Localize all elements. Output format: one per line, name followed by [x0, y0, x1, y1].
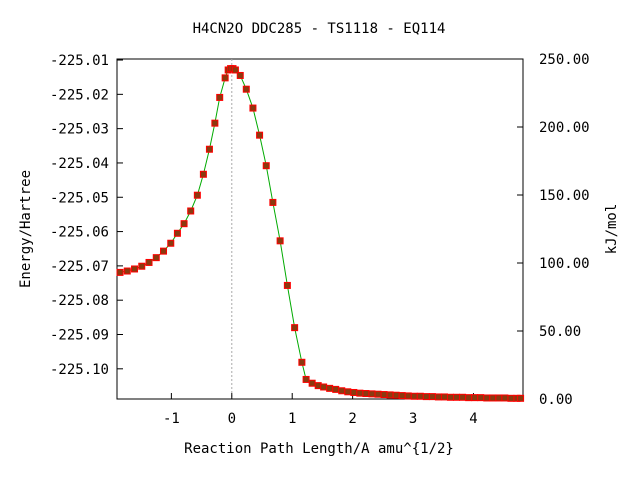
y-tick-label: -225.03 [50, 122, 109, 138]
y-tick-label: -225.08 [50, 293, 109, 309]
data-point [440, 393, 448, 401]
data-point [350, 388, 358, 396]
data-point [160, 247, 168, 255]
data-point [269, 198, 277, 206]
data-point [356, 389, 364, 397]
data-point [434, 393, 442, 401]
data-point [138, 262, 146, 270]
data-point [116, 268, 124, 276]
plot-frame [116, 58, 524, 400]
data-point [123, 267, 131, 275]
x-tick-label: 4 [469, 411, 477, 427]
left-y-axis-label: Energy/Hartree [18, 170, 34, 288]
y2-tick-label: 250.00 [539, 52, 590, 68]
data-point [416, 392, 424, 400]
data-point [320, 383, 328, 391]
data-point [404, 392, 412, 400]
data-point [459, 393, 467, 401]
data-point [517, 394, 525, 402]
data-point [308, 379, 316, 387]
data-point [231, 66, 239, 74]
data-point [344, 388, 352, 396]
y2-tick-label: 200.00 [539, 120, 590, 136]
y-tick-label: -225.01 [50, 53, 109, 69]
data-point [326, 384, 334, 392]
right-y-axis: 0.00 50.00 100.00 150.00 200.00 250.00 [517, 52, 590, 408]
y2-tick-label: 50.00 [539, 324, 581, 340]
data-point [428, 393, 436, 401]
data-point [422, 393, 430, 401]
x-tick-label: 0 [228, 411, 236, 427]
data-point [362, 390, 370, 398]
data-point [167, 239, 175, 247]
data-point [447, 393, 454, 401]
y-tick-label: -225.07 [50, 259, 109, 275]
data-point [242, 85, 250, 93]
y-tick-label: -225.02 [50, 87, 109, 103]
data-point [199, 170, 207, 178]
data-point [489, 394, 497, 402]
y2-tick-label: 100.00 [539, 256, 590, 272]
data-point [221, 74, 229, 82]
data-point [495, 394, 503, 402]
chart-title: H4CN2O DDC285 - TS1118 - EQ114 [193, 21, 446, 37]
y2-tick-label: 150.00 [539, 188, 590, 204]
data-point [386, 391, 394, 399]
data-point [256, 131, 264, 139]
x-tick-label: -1 [163, 411, 180, 427]
data-point [216, 93, 224, 101]
y-tick-label: -225.09 [50, 327, 109, 343]
data-point [152, 254, 160, 262]
right-y-axis-label: kJ/mol [604, 204, 620, 255]
data-point [368, 390, 376, 398]
data-point [211, 119, 219, 127]
data-point [205, 145, 213, 153]
data-point [380, 391, 388, 399]
data-point [291, 324, 299, 332]
data-point [374, 390, 382, 398]
data-point [131, 265, 139, 273]
data-point [283, 281, 291, 289]
data-point [465, 394, 473, 402]
data-point [236, 71, 244, 79]
data-point [410, 392, 418, 400]
data-point [145, 258, 153, 266]
data-point [392, 391, 400, 399]
data-point [501, 394, 509, 402]
data-point [477, 394, 485, 402]
data-point [398, 392, 406, 400]
left-y-axis: -225.01 -225.02 -225.03 -225.04 -225.05 -225.… [50, 53, 123, 378]
data-point [453, 393, 461, 401]
data-point [483, 394, 491, 402]
data-point [249, 104, 257, 112]
data-point [332, 385, 340, 393]
x-axis-label: Reaction Path Length/A amu^{1/2} [184, 441, 454, 457]
data-point [187, 207, 195, 215]
data-point [262, 162, 270, 170]
y2-tick-label: 0.00 [539, 392, 573, 408]
data-point [193, 191, 201, 199]
data-point [507, 394, 515, 402]
data-point [298, 358, 306, 366]
y-tick-label: -225.10 [50, 362, 109, 378]
x-tick-label: 2 [348, 411, 356, 427]
energy-points [116, 65, 525, 402]
y-tick-label: -225.06 [50, 225, 109, 241]
y-tick-label: -225.04 [50, 156, 109, 172]
data-point [471, 394, 479, 402]
data-point [180, 220, 188, 228]
data-point [338, 387, 346, 395]
plot-border [116, 58, 524, 400]
x-tick-label: 1 [288, 411, 296, 427]
y-tick-label: -225.05 [50, 190, 109, 206]
data-point [173, 229, 181, 237]
data-point [276, 237, 284, 245]
x-tick-label: 3 [409, 411, 417, 427]
data-point [302, 375, 310, 383]
